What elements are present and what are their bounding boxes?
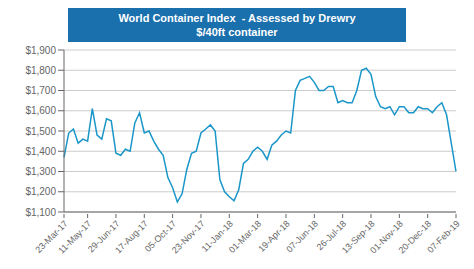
svg-text:$1,700: $1,700 [25, 85, 56, 96]
svg-text:$1,800: $1,800 [25, 65, 56, 76]
svg-text:29-Jun-17: 29-Jun-17 [85, 218, 122, 255]
svg-text:01-Nov-18: 01-Nov-18 [368, 218, 405, 256]
svg-text:05-Oct-17: 05-Oct-17 [142, 218, 179, 254]
svg-text:$1,400: $1,400 [25, 146, 56, 157]
svg-text:26-Jul-18: 26-Jul-18 [314, 218, 349, 253]
svg-text:23-Nov-17: 23-Nov-17 [170, 219, 207, 256]
svg-text:19-Apr-18: 19-Apr-18 [256, 218, 292, 254]
svg-text:$1,300: $1,300 [25, 166, 56, 177]
svg-text:$1,900: $1,900 [25, 45, 56, 56]
svg-text:23-Mar-17: 23-Mar-17 [33, 218, 70, 255]
svg-text:07-Feb-19: 07-Feb-19 [425, 219, 461, 255]
svg-text:$1,500: $1,500 [25, 126, 56, 137]
svg-text:13-Sep-18: 13-Sep-18 [339, 218, 377, 256]
html-text:World Container Index - Assess: World Container Index - Assessed by Drew… [118, 12, 356, 24]
svg-text:$1,600: $1,600 [25, 105, 56, 116]
svg-text:$1,200: $1,200 [25, 186, 56, 197]
svg-text:11-May-17: 11-May-17 [56, 218, 94, 256]
svg-text:07-Jun-18: 07-Jun-18 [284, 219, 320, 255]
svg-text:01-Mar-18: 01-Mar-18 [226, 218, 264, 255]
svg-text:17-Aug-17: 17-Aug-17 [113, 219, 150, 256]
svg-text:$1,100: $1,100 [25, 207, 56, 218]
svg-text:11-Jan-18: 11-Jan-18 [199, 218, 235, 254]
svg-text:20-Dec-18: 20-Dec-18 [396, 218, 434, 256]
html-text:$/40ft container: $/40ft container [196, 26, 278, 38]
